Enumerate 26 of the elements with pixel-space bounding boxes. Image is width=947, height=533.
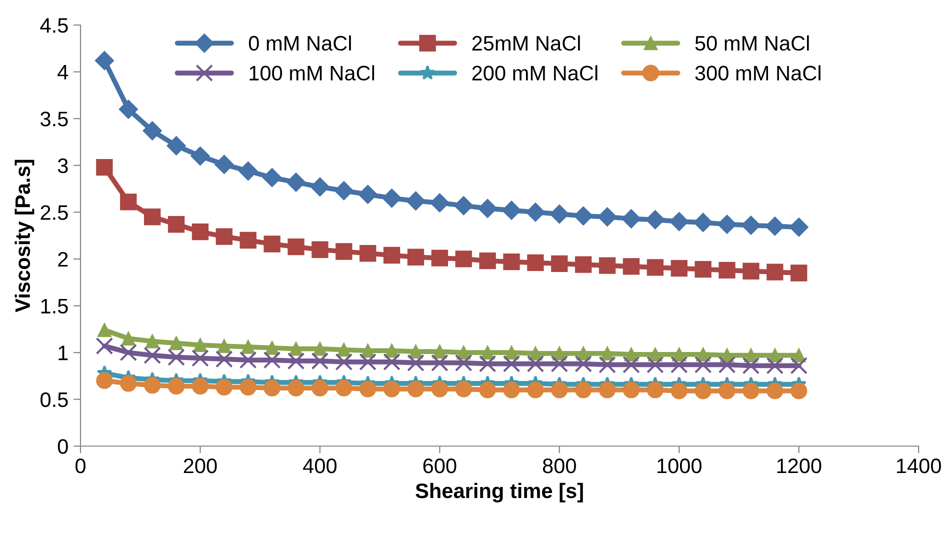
y-tick-label: 4.5 — [40, 18, 68, 33]
x-axis-title: Shearing time [s] — [416, 482, 583, 502]
legend-label: 100 mM NaCl — [250, 65, 374, 81]
x-tick-label: 800 — [542, 458, 576, 474]
x-tick-label: 200 — [184, 458, 217, 474]
x-tick-label: 400 — [303, 458, 337, 474]
legend-label: 200 mM NaCl — [472, 65, 598, 81]
y-tick-label: 2.5 — [40, 205, 68, 220]
x-tick-label: 1400 — [897, 458, 941, 474]
y-tick-label: 0.5 — [40, 392, 68, 408]
y-tick-label: 1.5 — [41, 298, 68, 314]
y-tick-label: 4 — [58, 65, 68, 80]
y-tick-label: 2 — [58, 252, 68, 267]
legend-label: 0 mM NaCl — [248, 35, 351, 51]
x-tick-label: 0 — [76, 458, 86, 474]
legend-label: 25mM NaCl — [472, 35, 580, 51]
legend-label: 300 mM NaCl — [695, 65, 820, 81]
x-tick-label: 600 — [423, 458, 456, 474]
y-axis-title: Viscosity [Pa.s] — [14, 160, 34, 312]
legend-label: 50 mM NaCl — [695, 35, 809, 51]
y-tick-label: 3.5 — [40, 112, 68, 126]
y-tick-label: 1 — [58, 346, 68, 360]
x-tick-label: 1200 — [777, 458, 822, 474]
y-tick-label: 0 — [58, 439, 68, 454]
y-tick-label: 3 — [58, 158, 68, 174]
x-tick-label: 1000 — [658, 458, 702, 474]
